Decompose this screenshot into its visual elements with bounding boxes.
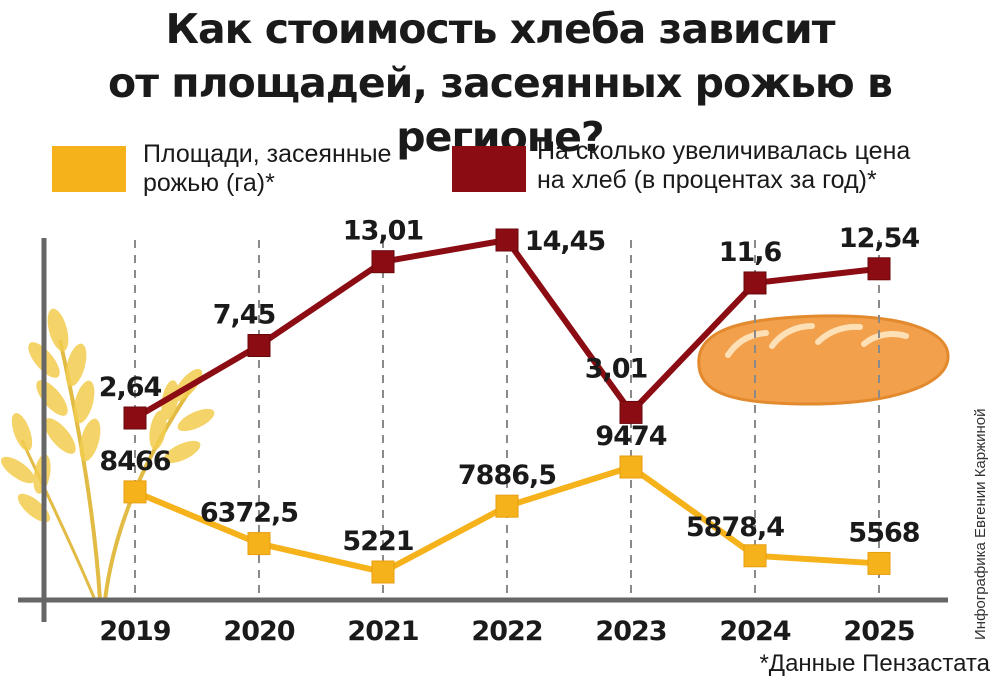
marker-area-2020 bbox=[247, 532, 271, 556]
marker-price-2024 bbox=[743, 271, 767, 295]
legend-area-line-2: рожью (га)* bbox=[143, 169, 275, 197]
legend-area-line-1: Площади, засеянные bbox=[143, 140, 392, 168]
x-tick-2022: 2022 bbox=[471, 616, 542, 647]
data-label-price-2023: 3,01 bbox=[585, 353, 648, 384]
data-label-area-2020: 6372,5 bbox=[200, 498, 298, 529]
legend-price-line-1: На сколько увеличивалась цена bbox=[537, 137, 911, 165]
legend-swatch-price bbox=[452, 146, 526, 192]
data-label-area-2023: 9474 bbox=[595, 421, 666, 452]
data-label-price-2021: 13,01 bbox=[343, 216, 423, 247]
legend-price-line-2: на хлеб (в процентах за год)* bbox=[537, 166, 877, 194]
marker-price-2022 bbox=[495, 228, 519, 252]
marker-area-2025 bbox=[867, 551, 891, 575]
legend-swatch-area bbox=[52, 146, 126, 192]
x-tick-2021: 2021 bbox=[347, 616, 418, 647]
author-credit: Инфографика Евгении Каржиной bbox=[972, 408, 989, 640]
x-tick-2023: 2023 bbox=[595, 616, 666, 647]
data-label-area-2021: 5221 bbox=[342, 526, 413, 557]
marker-price-2025 bbox=[867, 257, 891, 281]
data-label-area-2019: 8466 bbox=[99, 446, 170, 477]
bread-icon bbox=[697, 314, 950, 406]
marker-price-2021 bbox=[371, 250, 395, 274]
x-tick-2019: 2019 bbox=[99, 616, 170, 647]
marker-area-2024 bbox=[743, 544, 767, 568]
marker-area-2023 bbox=[619, 455, 643, 479]
marker-price-2019 bbox=[123, 406, 147, 430]
data-label-area-2024: 5878,4 bbox=[686, 512, 784, 543]
legend-label-area: Площади, засеянные рожью (га)* bbox=[143, 140, 391, 198]
x-tick-2025: 2025 bbox=[843, 616, 914, 647]
title-line-2: от площадей, засеянных рожью в регионе? bbox=[108, 59, 893, 161]
data-label-price-2020: 7,45 bbox=[213, 300, 276, 331]
legend-label-price: На сколько увеличивалась цена на хлеб (в… bbox=[537, 137, 910, 195]
marker-area-2019 bbox=[123, 480, 147, 504]
data-label-price-2025: 12,54 bbox=[839, 223, 920, 254]
title-line-1: Как стоимость хлеба зависит bbox=[165, 5, 836, 53]
marker-price-2020 bbox=[247, 334, 271, 358]
data-label-area-2022: 7886,5 bbox=[458, 460, 556, 491]
marker-area-2022 bbox=[495, 494, 519, 518]
chart-title: Как стоимость хлеба зависит от площадей,… bbox=[0, 2, 1000, 164]
data-label-price-2022: 14,45 bbox=[525, 226, 605, 257]
data-label-price-2019: 2,64 bbox=[99, 372, 162, 403]
data-label-area-2025: 5568 bbox=[848, 517, 919, 548]
marker-area-2021 bbox=[371, 560, 395, 584]
x-tick-2020: 2020 bbox=[223, 616, 294, 647]
data-label-price-2024: 11,6 bbox=[719, 237, 782, 268]
footnote: *Данные Пензастата bbox=[759, 650, 990, 677]
marker-price-2023 bbox=[619, 400, 643, 424]
x-tick-2024: 2024 bbox=[719, 616, 790, 647]
